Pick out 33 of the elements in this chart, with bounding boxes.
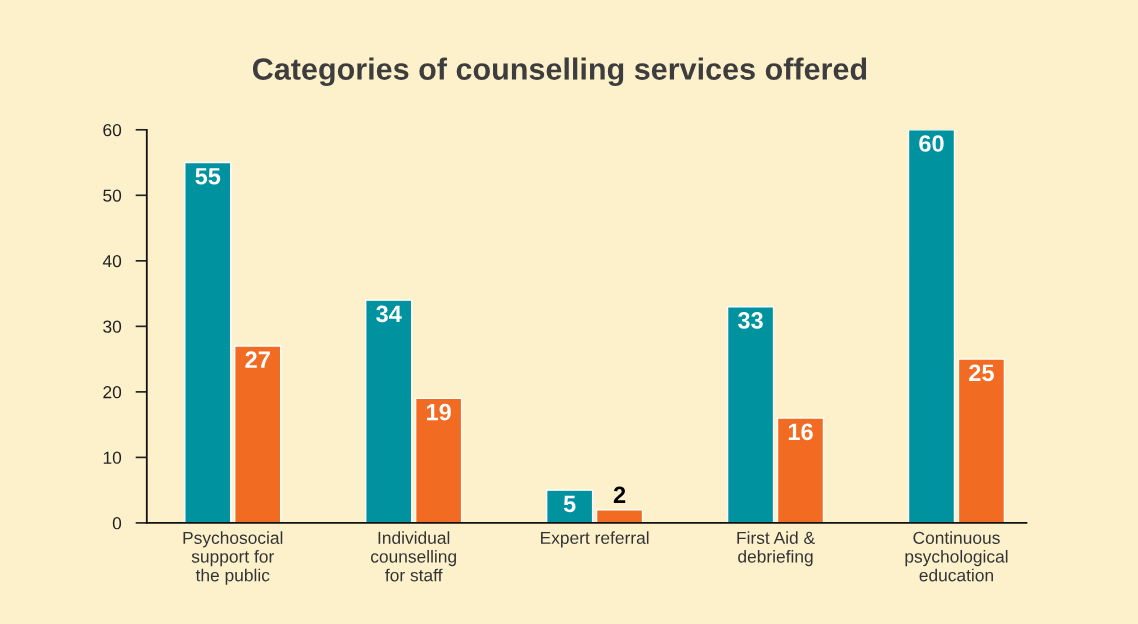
- y-tick-label: 50: [103, 189, 122, 202]
- y-tick-label: 20: [103, 386, 122, 399]
- bar: [726, 306, 775, 523]
- y-tick-label: 10: [103, 451, 122, 464]
- data-label: 55: [195, 168, 221, 185]
- data-label: 16: [788, 423, 813, 441]
- bar: [545, 489, 594, 523]
- bar: [234, 345, 282, 523]
- x-tick-label: Expert referral: [541, 531, 649, 548]
- y-tick-label: 30: [103, 320, 122, 333]
- bar: [776, 417, 825, 523]
- bar: [907, 129, 956, 523]
- data-label: 34: [376, 305, 402, 323]
- x-tick-label: First Aid & debriefing: [737, 531, 815, 567]
- x-tick-label: Continuous psychological education: [905, 531, 1008, 582]
- data-label: 2: [613, 486, 626, 503]
- data-label: 25: [969, 364, 994, 382]
- data-label: 27: [245, 351, 270, 368]
- data-label: 60: [919, 135, 944, 152]
- y-tick-label: 40: [102, 255, 122, 268]
- bar: [365, 299, 413, 523]
- data-label: 19: [427, 403, 451, 421]
- bar: [595, 509, 644, 523]
- bar: [957, 358, 1006, 523]
- y-tick-label: 0: [112, 517, 122, 530]
- data-label: 33: [737, 312, 763, 329]
- y-tick-label: 60: [103, 123, 122, 137]
- bar: [414, 397, 463, 523]
- chart-title: Categories of counselling services offered: [252, 57, 867, 87]
- x-tick-label: Psychosocial support for the public: [183, 531, 283, 585]
- bar: [184, 161, 232, 523]
- data-label: 5: [563, 495, 576, 513]
- x-tick-label: Individual counselling for staff: [370, 531, 456, 582]
